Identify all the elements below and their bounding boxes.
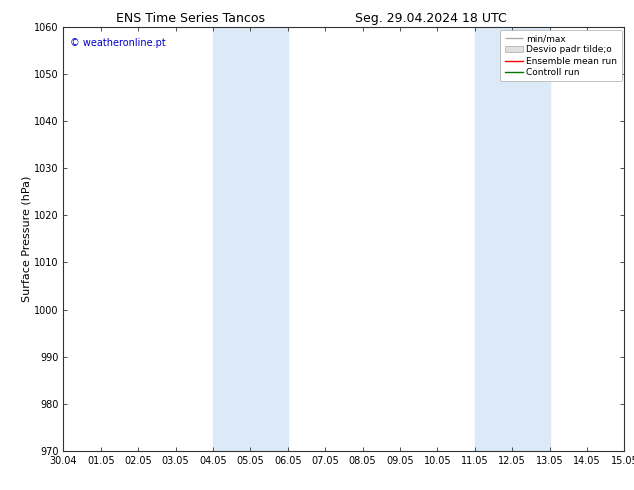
Text: ENS Time Series Tancos: ENS Time Series Tancos <box>115 12 265 25</box>
Bar <box>213 27 288 451</box>
Text: © weatheronline.pt: © weatheronline.pt <box>70 38 166 48</box>
Y-axis label: Surface Pressure (hPa): Surface Pressure (hPa) <box>21 176 31 302</box>
Text: Seg. 29.04.2024 18 UTC: Seg. 29.04.2024 18 UTC <box>355 12 507 25</box>
Bar <box>475 27 550 451</box>
Legend: min/max, Desvio padr tilde;o, Ensemble mean run, Controll run: min/max, Desvio padr tilde;o, Ensemble m… <box>500 30 622 81</box>
